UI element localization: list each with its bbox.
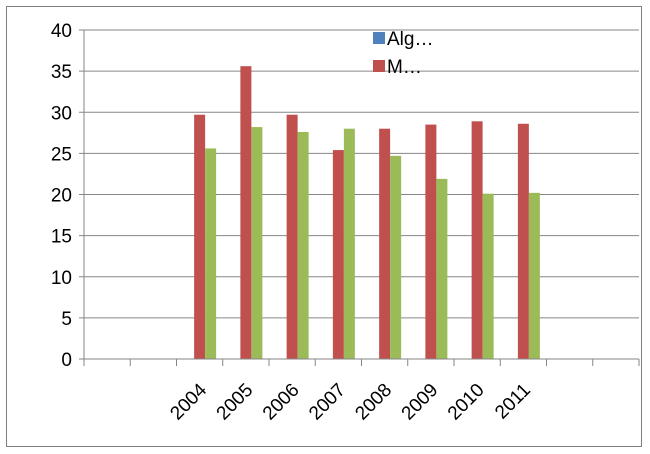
bar-series-2-2007	[343, 128, 355, 359]
x-tick-label: 2008	[351, 380, 396, 425]
y-tick-label: 30	[51, 103, 72, 124]
bar-series-2-2008	[390, 155, 402, 359]
bar-series-2-2009	[436, 178, 448, 359]
bar-series-1-2009	[425, 124, 437, 360]
legend-swatch	[373, 32, 385, 44]
bar-series-1-2004	[194, 114, 206, 359]
y-tick-label: 0	[61, 350, 72, 371]
bar-series-2-2011	[528, 192, 540, 359]
y-tick-label: 40	[51, 21, 72, 42]
y-tick-label: 35	[51, 62, 72, 83]
bar-series-1-2008	[379, 128, 391, 359]
x-tick-label: 2010	[444, 380, 489, 425]
bar-series-1-2007	[332, 150, 344, 359]
legend-label: Alg…	[387, 29, 433, 50]
y-tick-label: 10	[51, 268, 72, 289]
bar-series-2-2005	[251, 127, 263, 360]
bar-series-1-2006	[286, 114, 298, 359]
x-tick-label: 2011	[491, 380, 535, 424]
legend-swatch	[373, 60, 385, 72]
bar-series-1-2010	[471, 121, 483, 359]
x-tick-label: 2007	[305, 380, 350, 425]
bar-series-2-2010	[482, 193, 494, 359]
bar-series-2-2004	[205, 148, 217, 359]
y-tick-label: 20	[51, 186, 72, 207]
bar-series-1-2011	[517, 123, 529, 359]
y-tick-label: 5	[61, 309, 72, 330]
x-tick-label: 2004	[166, 379, 211, 424]
legend: Alg… M…	[373, 29, 433, 78]
y-tick-label: 15	[51, 227, 72, 248]
bar-series-2-2006	[297, 131, 309, 359]
bars	[194, 66, 540, 360]
x-tick-label: 2005	[213, 380, 258, 425]
y-tick-label: 25	[51, 144, 72, 165]
x-tick-label: 2006	[259, 380, 304, 425]
legend-label: M…	[387, 57, 422, 78]
gridlines	[84, 29, 639, 319]
bar-series-1-2005	[240, 66, 252, 359]
x-tick-label: 2009	[398, 380, 443, 425]
